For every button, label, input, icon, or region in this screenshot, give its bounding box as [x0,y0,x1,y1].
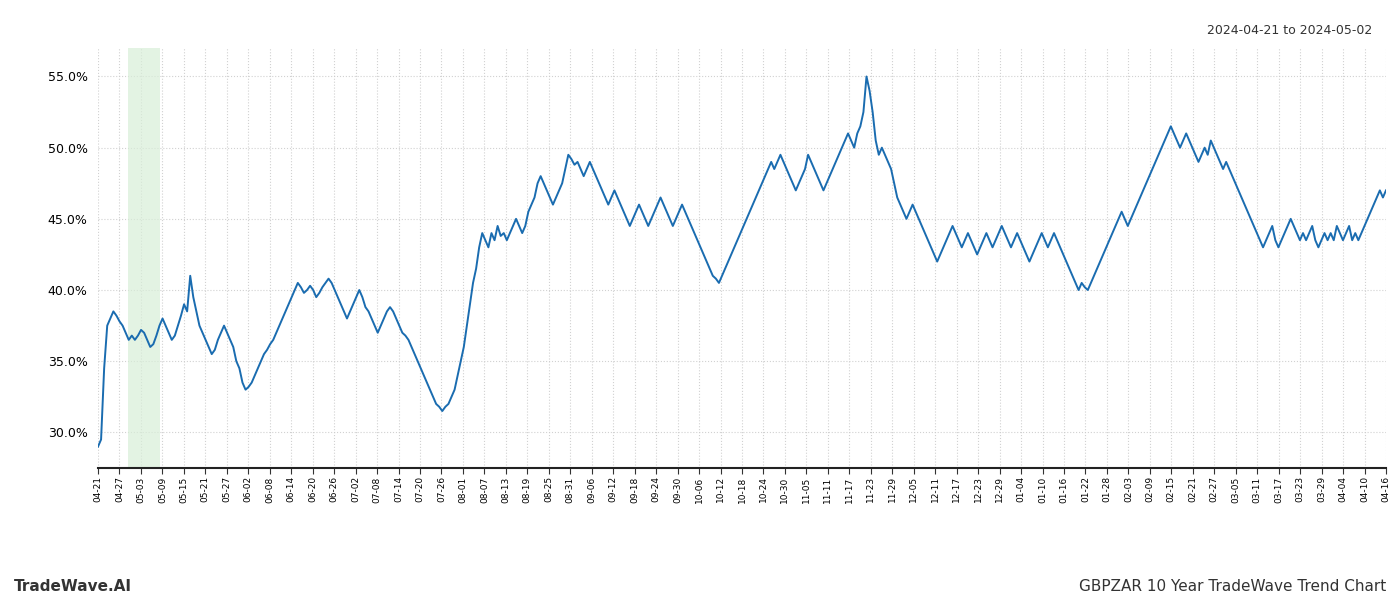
Bar [127,48,160,468]
Text: TradeWave.AI: TradeWave.AI [14,579,132,594]
Text: 2024-04-21 to 2024-05-02: 2024-04-21 to 2024-05-02 [1207,24,1372,37]
Text: GBPZAR 10 Year TradeWave Trend Chart: GBPZAR 10 Year TradeWave Trend Chart [1079,579,1386,594]
